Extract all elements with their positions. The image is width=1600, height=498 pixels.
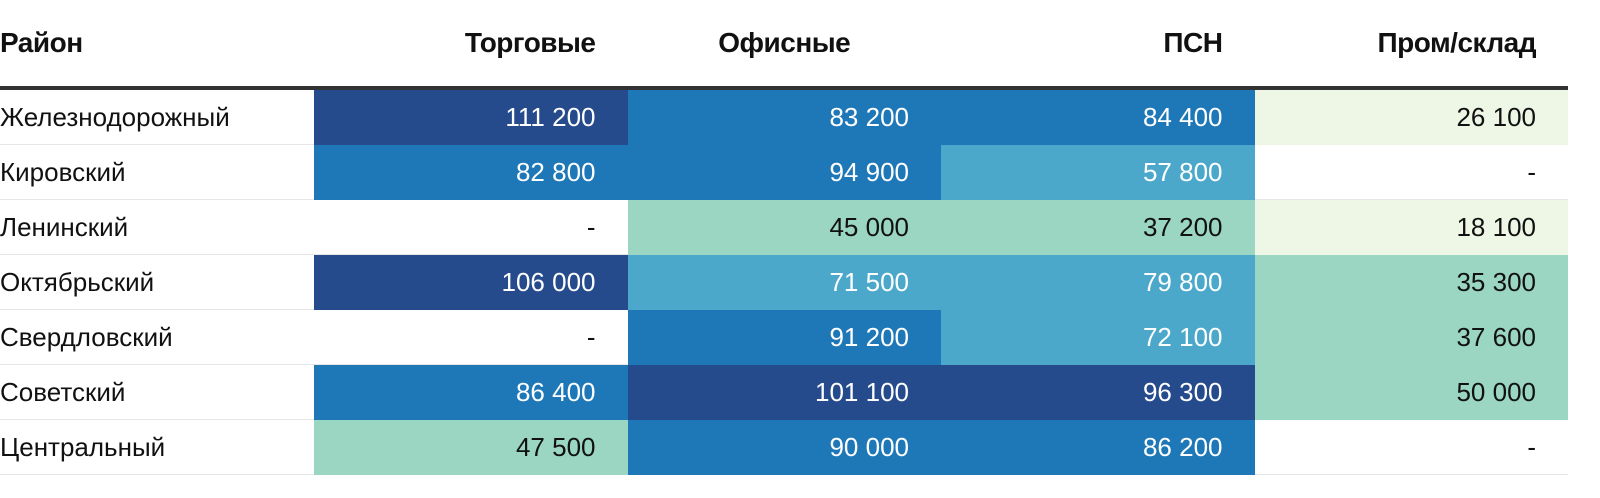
heatmap-cell-psn: 37 200	[941, 199, 1255, 255]
table-row: Железнодорожный 111 200 83 200 84 400 26 100	[0, 88, 1568, 145]
table-row: Ленинский -45 000 37 200 18 100	[0, 199, 1568, 255]
header-row: Район Торговые Офисные ПСН Пром/склад	[0, 0, 1568, 90]
heatmap-cell-retail: 111 200	[314, 88, 628, 145]
column-header-psn: ПСН	[941, 0, 1255, 90]
column-header-industrial-warehouse: Пром/склад	[1254, 0, 1568, 90]
heatmap-cell-psn: 57 800	[941, 144, 1255, 200]
heatmap-cell-retail: 86 400	[314, 364, 628, 420]
heatmap-cell-retail: -	[314, 199, 628, 255]
heatmap-cell-office: 91 200	[627, 309, 941, 365]
heatmap-cell-industrial-warehouse: 26 100	[1254, 88, 1568, 145]
heatmap-cell-psn: 86 200	[941, 419, 1255, 475]
heatmap-cell-retail: 47 500	[314, 419, 628, 475]
heatmap-cell-industrial-warehouse: 35 300	[1254, 254, 1568, 310]
row-label-district: Октябрьский	[0, 254, 314, 310]
table-row: Советский 86 400 101 100 96 300 50 000	[0, 364, 1568, 420]
row-label-district: Свердловский	[0, 309, 314, 365]
column-header-retail: Торговые	[314, 0, 628, 90]
row-label-district: Ленинский	[0, 199, 314, 255]
heatmap-cell-psn: 84 400	[941, 88, 1255, 145]
heatmap-cell-industrial-warehouse: 18 100	[1254, 199, 1568, 255]
heatmap-cell-retail: 106 000	[314, 254, 628, 310]
heatmap-cell-office: 83 200	[627, 88, 941, 145]
heatmap-body: Железнодорожный 111 200 83 200 84 400 26 100…	[0, 88, 1568, 475]
heatmap-cell-retail: 82 800	[314, 144, 628, 200]
column-header-district: Район	[0, 0, 314, 90]
table-row: Октябрьский 106 000 71 500 79 800 35 300	[0, 254, 1568, 310]
heatmap-cell-retail: -	[314, 309, 628, 365]
heatmap-cell-industrial-warehouse: -	[1254, 419, 1568, 475]
heatmap-cell-office: 90 000	[627, 419, 941, 475]
row-label-district: Советский	[0, 364, 314, 420]
heatmap-cell-industrial-warehouse: 37 600	[1254, 309, 1568, 365]
heatmap-cell-office: 94 900	[627, 144, 941, 200]
heatmap-cell-industrial-warehouse: -	[1254, 144, 1568, 200]
heatmap-cell-office: 45 000	[627, 199, 941, 255]
row-label-district: Центральный	[0, 419, 314, 475]
heatmap-table: Район Торговые Офисные ПСН Пром/склад Же…	[0, 0, 1568, 475]
heatmap-cell-psn: 72 100	[941, 309, 1255, 365]
heatmap-cell-office: 71 500	[627, 254, 941, 310]
row-label-district: Кировский	[0, 144, 314, 200]
table-row: Свердловский -91 200 72 100 37 600	[0, 309, 1568, 365]
heatmap-cell-psn: 96 300	[941, 364, 1255, 420]
table-row: Кировский 82 800 94 900 57 800-	[0, 144, 1568, 200]
row-label-district: Железнодорожный	[0, 88, 314, 145]
heatmap-cell-industrial-warehouse: 50 000	[1254, 364, 1568, 420]
heatmap-cell-office: 101 100	[627, 364, 941, 420]
heatmap-cell-psn: 79 800	[941, 254, 1255, 310]
column-header-office: Офисные	[627, 0, 941, 90]
table-row: Центральный 47 500 90 000 86 200-	[0, 419, 1568, 475]
